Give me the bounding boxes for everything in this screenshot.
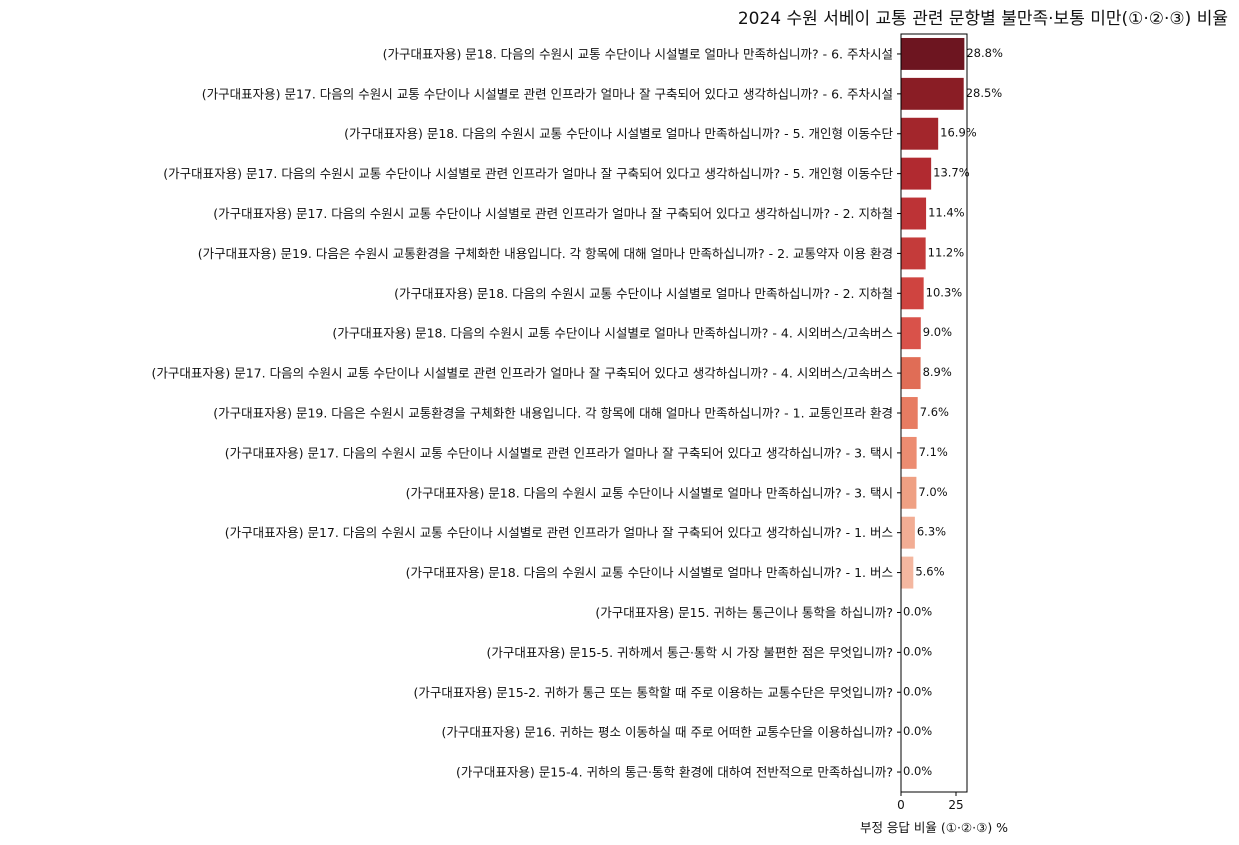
value-label: 0.0% [903, 644, 932, 658]
value-label: 28.8% [966, 46, 1003, 60]
bar [901, 157, 932, 190]
value-label: 5.6% [915, 565, 944, 579]
category-label: (가구대표자용) 문17. 다음의 수원시 교통 수단이나 시설별로 관련 인프… [213, 206, 893, 221]
category-label: (가구대표자용) 문19. 다음은 수원시 교통환경을 구체화한 내용입니다. … [213, 406, 893, 421]
category-label: (가구대표자용) 문15-4. 귀하의 통근·통학 환경에 대하여 전반적으로 … [456, 765, 893, 780]
value-label: 11.4% [928, 206, 965, 220]
x-axis-ticks: 0 25 [897, 792, 964, 812]
bar [901, 77, 964, 110]
value-label: 9.0% [923, 325, 952, 339]
category-label: (가구대표자용) 문18. 다음의 수원시 교통 수단이나 시설별로 얼마나 만… [406, 565, 893, 580]
value-label: 11.2% [928, 245, 965, 259]
x-axis-title: 부정 응답 비율 (①·②·③) % [860, 820, 1008, 835]
bar [901, 117, 939, 150]
bar [901, 37, 965, 70]
category-label: (가구대표자용) 문17. 다음의 수원시 교통 수단이나 시설별로 관련 인프… [225, 445, 893, 460]
x-tick-label: 25 [948, 798, 963, 812]
category-label: (가구대표자용) 문17. 다음의 수원시 교통 수단이나 시설별로 관련 인프… [163, 166, 893, 181]
bar [901, 357, 921, 390]
category-label: (가구대표자용) 문18. 다음의 수원시 교통 수단이나 시설별로 얼마나 만… [383, 46, 893, 61]
chart-title: 2024 수원 서베이 교통 관련 문항별 불만족·보통 미만(①·②·③) 비… [738, 9, 1228, 29]
category-label: (가구대표자용) 문16. 귀하는 평소 이동하실 때 주로 어떠한 교통수단을… [441, 725, 893, 740]
category-label: (가구대표자용) 문18. 다음의 수원시 교통 수단이나 시설별로 얼마나 만… [344, 126, 893, 141]
bar [901, 436, 917, 469]
bars-layer [901, 37, 965, 589]
category-label: (가구대표자용) 문18. 다음의 수원시 교통 수단이나 시설별로 얼마나 만… [394, 286, 893, 301]
value-label: 10.3% [926, 285, 963, 299]
value-label: 7.6% [920, 405, 949, 419]
bar [901, 197, 927, 230]
category-label: (가구대표자용) 문15-5. 귀하께서 통근·통학 시 가장 불편한 점은 무… [487, 645, 894, 660]
value-label: 7.0% [918, 485, 947, 499]
value-labels: 28.8% 28.5% 16.9% 13.7% 11.4% 11.2% 10.3% 9.0% 8… [903, 46, 1003, 778]
value-label: 6.3% [917, 525, 946, 539]
plot-frame [900, 33, 968, 793]
value-label: 0.0% [903, 604, 932, 618]
value-label: 0.0% [903, 684, 932, 698]
bar [901, 317, 921, 350]
category-labels: (가구대표자용) 문18. 다음의 수원시 교통 수단이나 시설별로 얼마나 만… [152, 46, 901, 780]
category-label: (가구대표자용) 문17. 다음의 수원시 교통 수단이나 시설별로 관련 인프… [225, 525, 893, 540]
bar [901, 237, 926, 270]
value-label: 16.9% [940, 126, 977, 140]
value-label: 8.9% [923, 365, 952, 379]
category-label: (가구대표자용) 문15-2. 귀하가 통근 또는 통학할 때 주로 이용하는 … [414, 685, 893, 700]
x-tick-label: 0 [897, 798, 905, 812]
category-label: (가구대표자용) 문18. 다음의 수원시 교통 수단이나 시설별로 얼마나 만… [332, 326, 893, 341]
value-label: 0.0% [903, 724, 932, 738]
category-label: (가구대표자용) 문17. 다음의 수원시 교통 수단이나 시설별로 관련 인프… [152, 366, 894, 381]
category-label: (가구대표자용) 문17. 다음의 수원시 교통 수단이나 시설별로 관련 인프… [202, 86, 893, 101]
value-label: 13.7% [933, 166, 970, 180]
value-label: 0.0% [903, 764, 932, 778]
bar [901, 556, 914, 589]
category-label: (가구대표자용) 문15. 귀하는 통근이나 통학을 하십니까? [595, 605, 893, 620]
bar [901, 397, 918, 429]
bar [901, 277, 924, 310]
value-label: 28.5% [966, 86, 1003, 100]
category-label: (가구대표자용) 문19. 다음은 수원시 교통환경을 구체화한 내용입니다. … [198, 246, 893, 261]
bar [901, 516, 915, 549]
bar [901, 476, 917, 509]
category-label: (가구대표자용) 문18. 다음의 수원시 교통 수단이나 시설별로 얼마나 만… [406, 485, 893, 500]
value-label: 7.1% [919, 445, 948, 459]
